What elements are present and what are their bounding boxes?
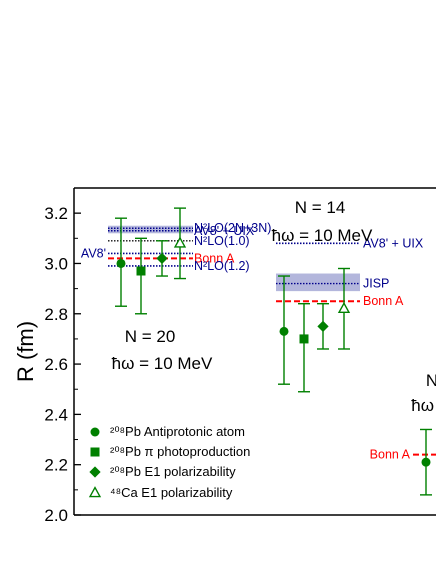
reference-label: AV8' + UIX <box>194 224 255 238</box>
data-point <box>173 207 187 280</box>
marker-triangle <box>88 486 102 498</box>
data-point <box>135 237 147 315</box>
legend-label: ²⁰⁸Pb Antiprotonic atom <box>110 424 245 439</box>
reference-label: Bonn A <box>370 448 411 462</box>
marker-diamond <box>156 252 168 265</box>
group-label-hw: ħω = 10 MeV <box>112 354 213 373</box>
marker-circle <box>90 427 100 437</box>
marker-circle <box>116 258 126 268</box>
marker-triangle <box>173 236 187 248</box>
marker-circle <box>279 326 289 336</box>
reference-label: AV8' + UIX <box>363 236 424 250</box>
group-label-hw: ħω = 10 MeV <box>272 226 373 245</box>
data-point <box>420 428 432 496</box>
reference-label: N²LO(2N+3N) <box>194 221 271 235</box>
reference-label: N²LO(1.2) <box>194 259 250 273</box>
plot-area <box>108 207 436 496</box>
y-axis: 2.0 2.2 2.4 2.6 2.8 3.0 3.2 R (fm) <box>13 187 436 525</box>
y-tick-label: 2.8 <box>44 305 68 324</box>
marker-square <box>136 266 146 276</box>
theory-band <box>276 273 360 292</box>
data-point <box>298 303 310 393</box>
reference-label: AV8' <box>81 246 106 260</box>
reference-label: Bonn A <box>194 251 235 265</box>
reference-label: N²LO(1.0) <box>194 234 250 248</box>
legend-label: ⁴⁸Ca E1 polarizability <box>110 485 233 500</box>
data-point <box>317 303 329 350</box>
data-point <box>156 240 168 277</box>
y-axis-title: R (fm) <box>13 321 38 382</box>
marker-circle <box>421 457 431 467</box>
y-tick-label: 3.0 <box>44 254 68 273</box>
data-point <box>337 267 351 350</box>
legend-entry: ⁴⁸Ca E1 polarizability <box>88 485 233 500</box>
y-tick-label: 2.0 <box>44 506 68 525</box>
legend-entry: ²⁰⁸Pb π photoproduction <box>90 444 250 459</box>
legend-entry: ²⁰⁸Pb Antiprotonic atom <box>90 424 245 439</box>
theory-band <box>108 225 193 234</box>
group-label-n: N = 20 <box>125 327 176 346</box>
group-label-n: N <box>426 371 436 390</box>
y-tick-label: 2.4 <box>44 405 68 424</box>
data-point <box>278 275 290 385</box>
data-point <box>115 217 127 307</box>
y-tick-label: 2.6 <box>44 355 68 374</box>
marker-triangle <box>337 301 351 314</box>
y-tick-label: 2.2 <box>44 456 68 475</box>
marker-square <box>90 447 100 457</box>
legend-entry: ²⁰⁸Pb E1 polarizability <box>89 464 236 479</box>
y-tick-label: 3.2 <box>44 204 68 223</box>
reference-label: Bonn A <box>363 294 404 308</box>
group-label-hw: ħω = <box>411 396 436 415</box>
marker-square <box>299 334 309 344</box>
marker-diamond <box>317 320 329 332</box>
legend-label: ²⁰⁸Pb π photoproduction <box>110 444 250 459</box>
plot-inner <box>108 207 436 496</box>
group-label-n: N = 14 <box>295 198 346 217</box>
legend-label: ²⁰⁸Pb E1 polarizability <box>110 464 236 479</box>
legend: ²⁰⁸Pb Antiprotonic atom ²⁰⁸Pb π photoprod… <box>88 424 250 500</box>
marker-diamond <box>89 466 101 478</box>
reference-label: JISP <box>363 277 389 291</box>
